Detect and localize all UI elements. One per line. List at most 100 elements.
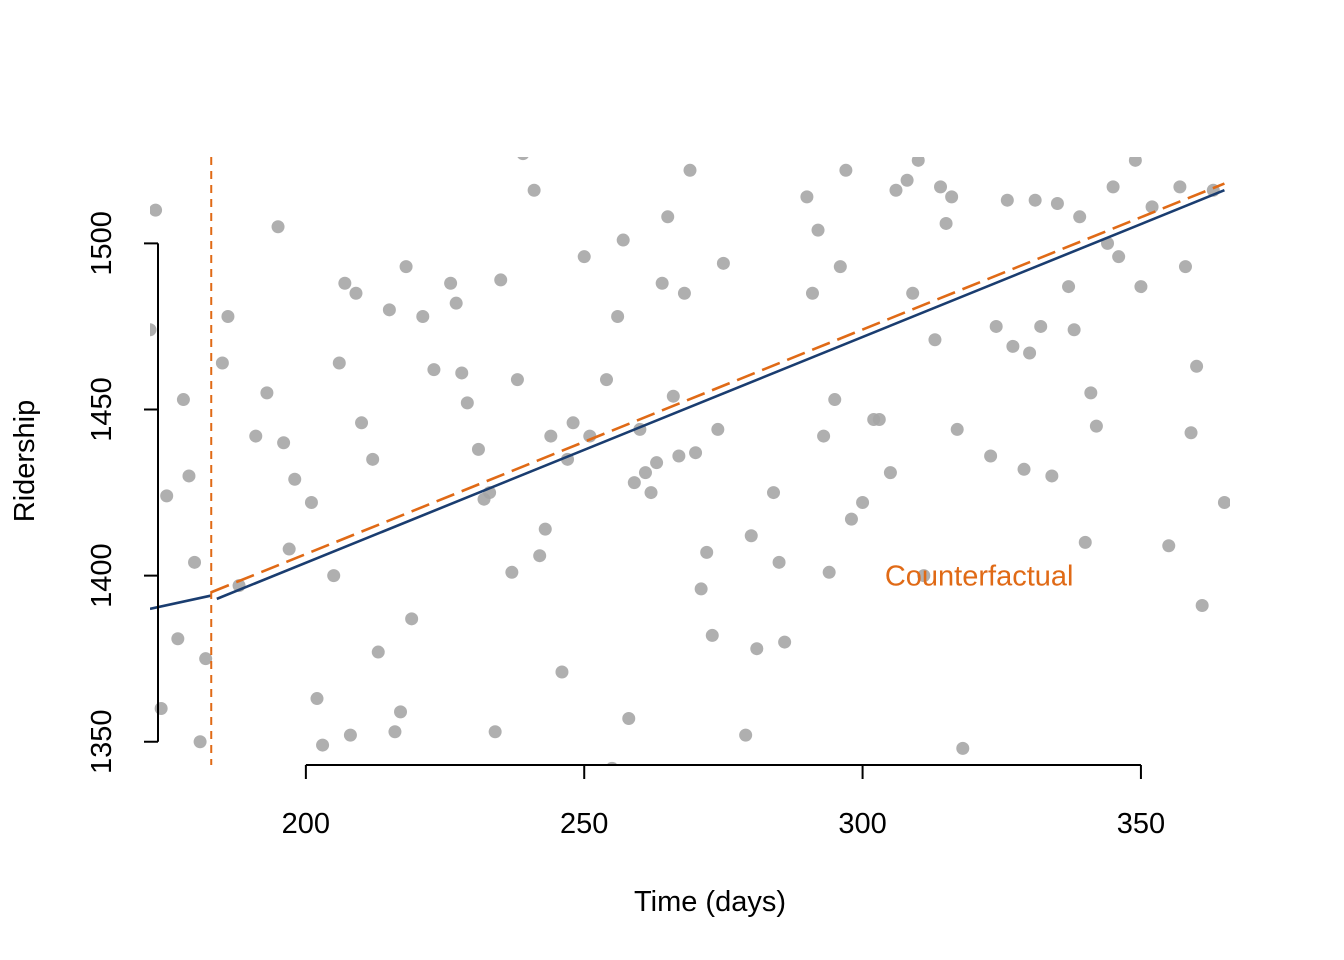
- data-point: [638, 466, 652, 480]
- y-tick-label: 1400: [86, 543, 118, 608]
- data-point: [606, 761, 618, 765]
- data-point: [883, 466, 897, 480]
- data-point: [661, 210, 675, 224]
- data-point: [611, 309, 625, 323]
- data-point: [427, 363, 441, 377]
- data-point: [945, 190, 959, 204]
- data-point: [517, 157, 529, 161]
- y-tick-label: 1350: [86, 709, 118, 774]
- data-point: [1023, 346, 1037, 360]
- data-point: [1089, 419, 1103, 433]
- data-point: [1006, 339, 1020, 353]
- data-point: [1078, 535, 1092, 549]
- data-point: [1017, 462, 1031, 476]
- data-point: [343, 728, 357, 742]
- data-point: [538, 522, 552, 536]
- data-point: [1084, 386, 1098, 400]
- fitted-line: [150, 594, 212, 611]
- data-point: [700, 545, 714, 559]
- data-point: [566, 416, 580, 430]
- counterfactual-annotation: Counterfactual: [885, 561, 1074, 593]
- data-point: [505, 565, 519, 579]
- data-point: [689, 446, 703, 460]
- data-point: [150, 203, 163, 217]
- data-point: [750, 642, 764, 656]
- y-tick-label: 1450: [86, 377, 118, 442]
- data-point: [199, 652, 213, 666]
- data-point: [1145, 200, 1159, 214]
- data-point: [249, 429, 263, 443]
- data-point: [332, 356, 346, 370]
- y-axis: 1350 1400 1450 1500: [86, 211, 159, 774]
- data-point: [193, 735, 207, 749]
- data-point: [627, 476, 641, 490]
- data-point: [488, 725, 502, 739]
- data-point: [805, 286, 819, 300]
- data-point: [939, 216, 953, 230]
- data-point: [160, 489, 174, 503]
- data-point: [577, 250, 591, 264]
- data-point: [811, 223, 825, 237]
- data-point: [349, 286, 363, 300]
- data-point: [956, 741, 970, 755]
- data-point: [527, 183, 541, 197]
- data-point: [444, 276, 458, 290]
- data-point: [889, 183, 903, 197]
- data-point: [705, 628, 719, 642]
- data-point: [716, 256, 730, 270]
- data-point: [655, 276, 669, 290]
- x-tick-label: 300: [838, 808, 886, 840]
- data-point: [150, 323, 157, 337]
- data-point: [844, 512, 858, 526]
- data-point: [839, 163, 853, 177]
- data-point: [176, 393, 190, 407]
- data-point: [1178, 260, 1192, 274]
- data-point: [533, 549, 547, 563]
- data-point: [449, 296, 463, 310]
- data-point: [711, 422, 725, 436]
- data-point: [154, 702, 168, 716]
- data-point: [677, 286, 691, 300]
- data-point: [1106, 180, 1120, 194]
- x-tick-label: 350: [1117, 808, 1165, 840]
- data-point: [856, 496, 870, 510]
- data-point: [310, 692, 324, 706]
- data-point: [1162, 539, 1176, 553]
- trend-lines: [150, 182, 1225, 611]
- data-point: [338, 276, 352, 290]
- data-point: [1050, 197, 1064, 211]
- data-points: [150, 157, 1230, 765]
- data-point: [1112, 250, 1126, 264]
- data-point: [1134, 280, 1148, 294]
- fitted-line: [216, 189, 1225, 601]
- data-point: [800, 190, 814, 204]
- data-point: [1000, 193, 1014, 207]
- data-point: [928, 333, 942, 347]
- data-point: [1045, 469, 1059, 483]
- data-point: [1062, 280, 1076, 294]
- data-point: [1190, 359, 1204, 373]
- data-point: [304, 496, 318, 510]
- data-point: [215, 356, 229, 370]
- data-point: [906, 286, 920, 300]
- data-point: [188, 555, 202, 569]
- x-axis: 200 250 300 350: [282, 764, 1165, 840]
- data-point: [934, 180, 948, 194]
- data-point: [694, 582, 708, 596]
- data-point: [405, 612, 419, 626]
- data-point: [371, 645, 385, 659]
- y-tick-label: 1500: [86, 211, 118, 276]
- data-point: [778, 635, 792, 649]
- data-point: [1184, 426, 1198, 440]
- data-point: [833, 260, 847, 274]
- data-point: [288, 472, 302, 486]
- data-point: [1034, 319, 1048, 333]
- data-point: [1195, 599, 1209, 613]
- data-point: [822, 565, 836, 579]
- data-point: [416, 309, 430, 323]
- data-point: [984, 449, 998, 463]
- data-point: [282, 542, 296, 556]
- data-point: [644, 486, 658, 500]
- data-point: [828, 393, 842, 407]
- data-point: [950, 422, 964, 436]
